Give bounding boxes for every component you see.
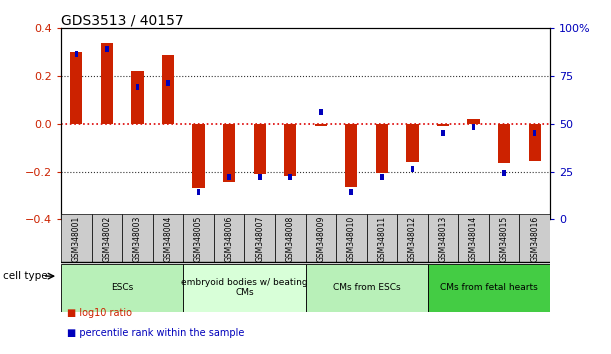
Text: CMs from fetal hearts: CMs from fetal hearts [440,283,538,292]
Bar [306,214,336,262]
Text: GSM348012: GSM348012 [408,216,417,262]
Bar [437,124,449,126]
Bar [529,124,541,161]
Text: GSM348004: GSM348004 [164,216,172,262]
Text: GDS3513 / 40157: GDS3513 / 40157 [61,13,184,27]
Bar [306,264,428,312]
Bar [131,71,144,124]
Bar [288,174,292,180]
Bar [258,174,262,180]
Text: embryoid bodies w/ beating
CMs: embryoid bodies w/ beating CMs [181,278,308,297]
Bar [183,214,214,262]
Text: ■ log10 ratio: ■ log10 ratio [67,308,132,318]
Bar [227,174,231,180]
Bar [92,214,122,262]
Bar [284,124,296,176]
Bar [319,109,323,115]
Bar [498,124,510,163]
Bar [254,124,266,174]
Bar [458,214,489,262]
Bar [223,124,235,182]
Bar [162,55,174,124]
Text: GSM348002: GSM348002 [103,216,111,262]
Bar [502,170,506,176]
Text: ESCs: ESCs [111,283,133,292]
Bar [467,119,480,124]
Bar [489,214,519,262]
Text: GSM348007: GSM348007 [255,216,264,262]
Text: GSM348003: GSM348003 [133,216,142,262]
Bar [428,214,458,262]
Bar [376,124,388,173]
Bar [136,84,139,90]
Bar [70,52,82,124]
Bar [214,214,244,262]
Text: GSM348013: GSM348013 [439,216,447,262]
Text: GSM348010: GSM348010 [347,216,356,262]
Bar [61,264,183,312]
Bar [397,214,428,262]
Bar [61,214,92,262]
Bar [441,130,445,136]
Bar [183,264,306,312]
Text: GSM348001: GSM348001 [72,216,81,262]
Text: GSM348016: GSM348016 [530,216,539,262]
Bar [519,214,550,262]
Bar [336,214,367,262]
Bar [411,166,414,172]
Bar [75,51,78,57]
Text: GSM348011: GSM348011 [378,216,386,262]
Text: CMs from ESCs: CMs from ESCs [333,283,400,292]
Bar [533,130,536,136]
Bar [122,214,153,262]
Text: GSM348009: GSM348009 [316,216,325,262]
Bar [345,124,357,187]
Bar [380,174,384,180]
Bar [101,42,113,124]
Bar [315,124,327,126]
Bar [349,189,353,195]
Bar [472,124,475,130]
Bar [275,214,306,262]
Bar [105,46,109,52]
Text: GSM348005: GSM348005 [194,216,203,262]
Bar [406,124,419,162]
Bar [192,124,205,188]
Text: GSM348008: GSM348008 [286,216,295,262]
Text: GSM348015: GSM348015 [500,216,508,262]
Text: GSM348014: GSM348014 [469,216,478,262]
Bar [428,264,550,312]
Text: ■ percentile rank within the sample: ■ percentile rank within the sample [67,328,244,338]
Bar [197,189,200,195]
Text: cell type: cell type [3,271,48,281]
Bar [153,214,183,262]
Bar [367,214,397,262]
Bar [166,80,170,86]
Text: GSM348006: GSM348006 [225,216,233,262]
Bar [244,214,275,262]
